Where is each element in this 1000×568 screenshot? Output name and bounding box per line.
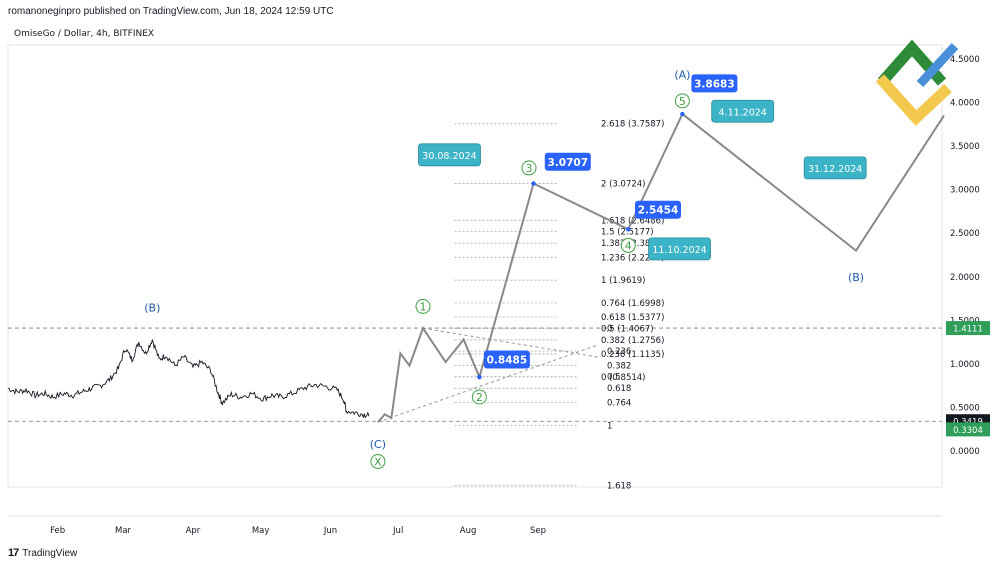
wave-number-label: 5 [679, 95, 686, 108]
price-tag-label: 0.3304 [953, 426, 983, 436]
fib-extension-label: 1 (1.9619) [601, 276, 645, 286]
price-callout-label: 0.8485 [487, 355, 528, 367]
fib-extension-label: 0.236 (1.1135) [601, 350, 664, 360]
wave-number-label: 4 [625, 239, 632, 252]
wave-number-circle [415, 298, 431, 314]
wave-letter-label: (A) [674, 69, 690, 82]
price-callout [691, 74, 738, 93]
wave-pivot-point [531, 181, 536, 186]
fib-extension-label: 0.382 (1.2756) [601, 336, 664, 346]
fib-retracement-label: 0.382 [607, 361, 631, 371]
y-tick-label: 4.5000 [950, 55, 980, 65]
wave-letter-label: (B) [144, 301, 160, 314]
price-callout [483, 350, 530, 369]
y-axis: 0.00000.50001.00001.50002.00002.50003.00… [950, 55, 980, 457]
wave-pivot-point [626, 227, 631, 232]
symbol-title: OmiseGo / Dollar, 4h, BITFINEX [14, 29, 154, 39]
y-tick-label: 4.0000 [950, 99, 980, 109]
date-callout-label: 31.12.2024 [808, 164, 862, 175]
x-tick-label: Jul [392, 526, 403, 536]
x-tick-label: Jun [323, 526, 337, 536]
triangle-line [377, 344, 599, 423]
fib-retracement-label: 0.764 [607, 398, 631, 408]
x-tick-label: Feb [50, 526, 65, 536]
price-tag-label: 1.4111 [953, 325, 983, 335]
price-tag [946, 321, 990, 336]
y-tick-label: 2.0000 [950, 273, 980, 283]
date-callout [803, 156, 867, 180]
price-tag [946, 422, 990, 437]
price-callout-label: 3.0707 [548, 157, 589, 169]
footer-brand-label: TradingView [22, 547, 78, 559]
date-callout [418, 143, 481, 167]
wave-number-circle [674, 93, 690, 109]
price-line [8, 339, 370, 419]
fib-extension-label: 2.618 (3.7587) [601, 120, 664, 130]
y-tick-label: 2.5000 [950, 229, 980, 239]
wave-number-label: 2 [476, 391, 483, 404]
wave-letter-label: (C) [370, 438, 386, 451]
fib-retracement-label: 1.618 [607, 482, 631, 492]
fib-retracement-label: 0 [607, 324, 612, 334]
wave-number-circle [620, 237, 636, 253]
price-series [8, 339, 370, 419]
brand-logo-icon [875, 39, 959, 126]
logo-blue-bar [916, 42, 959, 88]
fib-extension-label: 0.764 (1.6998) [601, 299, 664, 309]
x-tick-label: May [252, 526, 270, 536]
fib-extension-label: 0.618 (1.5377) [601, 313, 664, 323]
fib-extension-label: 1.5 (2.5177) [601, 228, 654, 238]
wave-pivot-point [477, 374, 482, 380]
y-tick-label: 0.5000 [950, 403, 980, 413]
wave-letter-label: (B) [848, 271, 864, 284]
date-callout [711, 99, 775, 123]
wave-path [377, 111, 945, 423]
date-callout-label: 4.11.2024 [719, 107, 767, 118]
y-tick-label: 3.0000 [950, 186, 980, 196]
footer-brand[interactable]: 17 TradingView [8, 547, 77, 559]
publisher-header: romanoneginpro published on TradingView.… [8, 6, 334, 17]
wave-number-circle [370, 453, 386, 469]
horizontal-lines [8, 327, 942, 422]
date-callout [648, 237, 711, 261]
x-tick-label: Apr [186, 526, 201, 536]
fib-extension-label: 1.236 (2.2240) [601, 253, 664, 263]
tradingview-logo-icon: 17 [8, 547, 19, 559]
logo-yellow-chevron [875, 74, 952, 126]
fib-extension-label: 0 (0.8514) [601, 373, 645, 383]
y-tick-label: 1.0000 [950, 360, 980, 370]
wave-number-circle [471, 389, 487, 405]
y-tick-label: 3.5000 [950, 142, 980, 152]
fib-retracement-label: 0.618 [607, 384, 631, 394]
x-axis: Feb Mar Apr May Jun Jul Aug Sep [50, 526, 546, 536]
triangle-lines [377, 327, 599, 423]
callouts: 0.8485 3.0707 2.5454 3.8683 30.08.2024 11.10.… [418, 74, 867, 369]
x-tick-label: Mar [115, 526, 132, 536]
wave-number-label: 3 [526, 162, 533, 175]
price-callout-label: 3.8683 [694, 78, 735, 90]
price-callout [635, 200, 682, 219]
wave-number-label: X [374, 455, 382, 468]
fib-retracement-label: 0.5 [607, 373, 621, 383]
fib-retracement-label: 1 [607, 421, 612, 431]
date-callout-label: 11.10.2024 [652, 245, 706, 256]
price-callout-label: 2.5454 [638, 205, 679, 217]
price-callout [544, 152, 591, 171]
date-callout-label: 30.08.2024 [422, 151, 476, 162]
plot-border [7, 44, 943, 488]
x-tick-label: Sep [530, 526, 546, 536]
chart-frame [7, 44, 943, 517]
fib-retracement-label: 0.236 [607, 347, 631, 357]
wave-number-label: 1 [419, 300, 426, 313]
fib-extension-label: 2 (3.0724) [601, 179, 645, 189]
wave-labels: (B) 1 2 (C) X 3 4 5 (A) (B) [144, 69, 864, 469]
wave-projection-line [377, 112, 945, 423]
wave-number-circle [521, 160, 537, 176]
fib-extension-label: 0.5 (1.4067) [601, 324, 654, 334]
wave-pivot-point [680, 111, 685, 117]
y-tick-label: 0.0000 [950, 447, 980, 457]
x-tick-label: Aug [460, 526, 477, 536]
